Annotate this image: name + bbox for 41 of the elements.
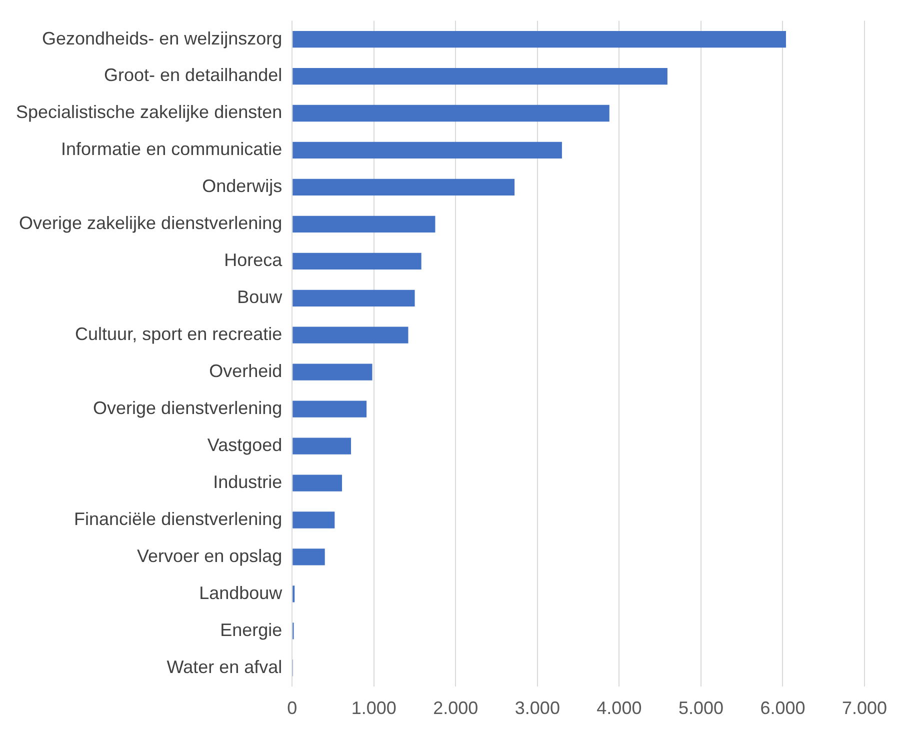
bar	[292, 512, 335, 528]
y-tick-label: Industrie	[213, 472, 282, 492]
bar	[292, 142, 562, 159]
y-tick-label: Groot- en detailhandel	[104, 65, 282, 86]
x-tick-label: 6.000	[760, 698, 806, 718]
y-tick-label: Informatie en communicatie	[61, 139, 282, 160]
bar	[292, 216, 436, 232]
bar	[292, 104, 610, 122]
bar	[292, 30, 786, 48]
bar	[292, 438, 352, 454]
y-tick-label: Onderwijs	[202, 176, 282, 196]
x-tick-label: 4.000	[596, 698, 642, 718]
bar	[292, 178, 515, 196]
y-tick-label: Water en afval	[166, 656, 282, 677]
bar	[292, 290, 415, 306]
y-tick-label: Horeca	[224, 250, 284, 270]
x-tick-label: 3.000	[514, 698, 560, 718]
y-tick-label: Overige dienstverlening	[93, 398, 282, 418]
bar	[292, 326, 408, 344]
y-tick-label: Vervoer en opslag	[137, 546, 282, 566]
y-tick-label: Vastgoed	[207, 435, 282, 456]
x-tick-label: 2.000	[433, 698, 478, 718]
y-tick-label: Financiële dienstverlening	[74, 508, 282, 529]
y-tick-label: Overige zakelijke dienstverlening	[19, 213, 282, 234]
x-tick-label: 7.000	[842, 698, 887, 718]
bar	[292, 68, 668, 85]
y-tick-label: Bouw	[237, 287, 284, 308]
bar	[292, 548, 325, 566]
bar	[292, 474, 342, 492]
bar	[292, 252, 422, 270]
y-tick-label: Cultuur, sport en recreatie	[75, 324, 282, 344]
y-tick-label: Overheid	[209, 361, 282, 382]
y-tick-label: Energie	[220, 620, 282, 640]
y-tick-label: Landbouw	[199, 582, 284, 603]
x-tick-label: 5.000	[678, 698, 724, 718]
x-tick-label: 0	[287, 698, 298, 718]
y-tick-label: Gezondheids- en welzijnszorg	[42, 28, 282, 48]
bar	[292, 364, 372, 380]
x-tick-label: 1.000	[351, 698, 396, 718]
bar	[292, 400, 367, 418]
y-tick-label: Specialistische zakelijke diensten	[16, 102, 282, 122]
